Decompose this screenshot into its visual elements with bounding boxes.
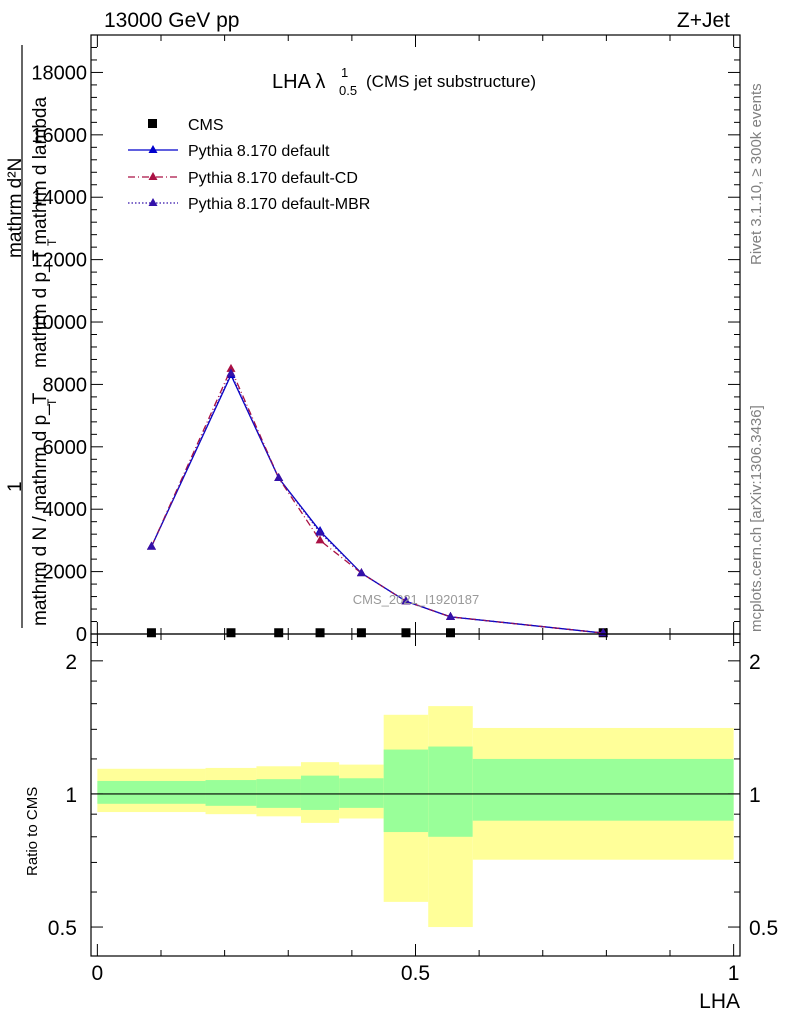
ratio-band-inner	[97, 780, 206, 804]
ratio-ytick-label: 0.5	[48, 917, 77, 940]
main-ticks: 0 2000 4000 6000 8000 10000 12000 14000 16000 180…	[31, 34, 740, 646]
ratio-xtick-label: 0	[92, 962, 104, 985]
main-series	[146, 363, 608, 638]
series-point	[274, 473, 284, 482]
series-point	[315, 535, 325, 544]
cms-point	[356, 628, 366, 638]
ratio-ytick-label-right: 1	[749, 784, 761, 807]
title-main: LHA λ	[272, 71, 325, 93]
main-ytick-label: 18000	[31, 62, 87, 84]
cms-point	[226, 628, 236, 638]
legend-cd-label: Pythia 8.170 default-CD	[188, 170, 358, 187]
main-ytick-label: 2000	[43, 562, 88, 584]
ratio-band-inner	[300, 775, 340, 810]
main-ytick-label: 14000	[31, 187, 87, 209]
legend-cms-marker	[148, 119, 157, 128]
ratio-band-inner	[472, 758, 734, 821]
series-point	[445, 611, 455, 620]
ratio-ylabel: Ratio to CMS	[24, 787, 41, 876]
ratio-xtick-label: 0.5	[401, 962, 430, 985]
cms-point	[315, 628, 325, 638]
main-ytick-label: 8000	[43, 374, 88, 396]
main-ytick-label: 6000	[43, 437, 88, 459]
series-point	[356, 568, 366, 577]
main-ytick-label: 10000	[31, 312, 87, 334]
legend-item-mbr: Pythia 8.170 default-MBR	[128, 196, 370, 213]
legend-default-label: Pythia 8.170 default	[188, 143, 330, 160]
ratio-bands	[91, 706, 740, 928]
watermark: CMS_2021_I1920187	[353, 592, 480, 607]
title-sub: 0.5	[339, 83, 357, 98]
series-point	[226, 368, 236, 377]
cms-point	[445, 628, 455, 638]
legend-cd-marker	[148, 172, 158, 180]
legend-mbr-marker	[148, 198, 158, 206]
series-3	[146, 368, 608, 637]
legend-mbr-label: Pythia 8.170 default-MBR	[188, 196, 370, 213]
ratio-frame	[90, 633, 741, 957]
ylabel-bottom: mathrm d N / mathrm d p_T	[30, 392, 51, 626]
cms-point	[146, 628, 156, 638]
ratio-band-inner	[205, 780, 257, 806]
ratio-ytick-label: 2	[65, 651, 77, 674]
mcplots-label: mcplots.cern.ch [arXiv:1306.3436]	[748, 405, 765, 632]
ratio-band-inner	[383, 749, 429, 833]
cms-point	[401, 628, 411, 638]
ylabel-top: mathrm d²N	[5, 158, 26, 258]
ratio-band-inner	[428, 746, 473, 837]
legend-item-cms: CMS	[148, 117, 224, 134]
legend-default-marker	[148, 145, 158, 153]
ylabel-bottom-sub: T	[45, 398, 59, 406]
plot-title: LHA λ 1 0.5 (CMS jet substructure)	[272, 65, 536, 98]
rivet-label: Rivet 3.1.10, ≥ 300k events	[748, 83, 765, 265]
title-sup: 1	[341, 65, 348, 80]
ratio-panel: 0.5 0.5 1 1 2 2 0 0.5 1 Ratio to CMS LHA	[24, 633, 778, 1013]
main-ytick-label: 0	[76, 624, 87, 646]
series-point	[315, 527, 325, 536]
ratio-xtick-label: 1	[728, 962, 740, 985]
header-right: Z+Jet	[677, 9, 730, 32]
main-ytick-label: 12000	[31, 250, 87, 272]
ratio-ticks: 0.5 0.5 1 1 2 2 0 0.5 1	[48, 634, 778, 985]
series-line	[150, 367, 604, 634]
ratio-ytick-label: 1	[65, 784, 77, 807]
series-line	[150, 371, 604, 634]
legend-cms-label: CMS	[188, 117, 224, 134]
ratio-ytick-label-right: 2	[749, 651, 761, 674]
legend-item-cd: Pythia 8.170 default-CD	[128, 170, 358, 187]
series-point	[401, 596, 411, 605]
main-ytick-label: 16000	[31, 125, 87, 147]
ylabel-one: 1	[5, 481, 26, 492]
cms-point	[274, 628, 284, 638]
ratio-band-inner	[339, 778, 384, 808]
series-point	[146, 541, 156, 550]
xlabel: LHA	[699, 990, 740, 1013]
ratio-ytick-label-right: 0.5	[749, 917, 778, 940]
main-ylabel: mathrm d²N mathrm d p_T mathrm d lambda …	[5, 45, 59, 628]
main-ytick-label: 4000	[43, 499, 88, 521]
ylabel-top2: mathrm d p_T mathrm d lambda	[30, 97, 51, 368]
legend-item-default: Pythia 8.170 default	[128, 143, 330, 160]
header-left: 13000 GeV pp	[104, 9, 239, 32]
legend: CMS Pythia 8.170 default Pythia 8.170 de…	[128, 117, 370, 213]
series-point	[226, 363, 236, 372]
ylabel-top2-sub: T	[45, 238, 59, 246]
title-rest: (CMS jet substructure)	[366, 72, 536, 91]
main-panel: 0 2000 4000 6000 8000 10000 12000 14000 16000 180…	[31, 34, 741, 646]
